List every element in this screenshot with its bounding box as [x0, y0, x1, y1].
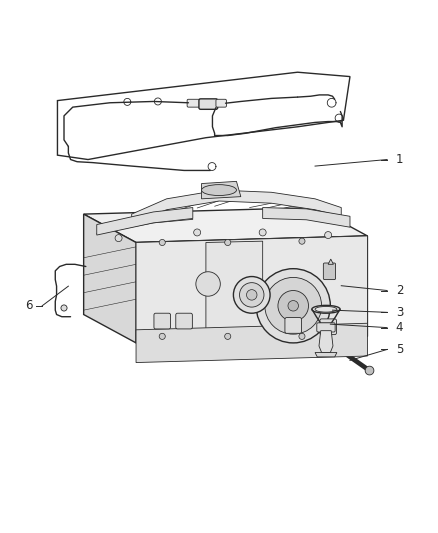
Circle shape [365, 366, 374, 375]
Circle shape [259, 229, 266, 236]
Text: 6: 6 [25, 300, 32, 312]
Circle shape [240, 282, 264, 307]
Polygon shape [206, 241, 263, 346]
Ellipse shape [312, 305, 340, 313]
Circle shape [256, 269, 330, 343]
FancyBboxPatch shape [216, 99, 226, 107]
Circle shape [247, 289, 257, 300]
Polygon shape [97, 207, 193, 235]
Polygon shape [132, 190, 341, 223]
Polygon shape [263, 207, 350, 227]
Circle shape [299, 333, 305, 340]
Circle shape [265, 277, 321, 334]
FancyBboxPatch shape [317, 323, 335, 332]
Text: 1: 1 [396, 153, 403, 166]
Text: 4: 4 [396, 321, 403, 334]
Text: 3: 3 [396, 306, 403, 319]
Circle shape [288, 301, 298, 311]
FancyBboxPatch shape [320, 319, 336, 335]
Circle shape [196, 272, 220, 296]
Circle shape [225, 239, 231, 246]
Polygon shape [319, 330, 333, 352]
Circle shape [299, 238, 305, 244]
Circle shape [233, 277, 270, 313]
Ellipse shape [201, 184, 237, 196]
Polygon shape [84, 207, 367, 243]
Polygon shape [136, 323, 367, 362]
FancyBboxPatch shape [187, 99, 201, 107]
Circle shape [61, 305, 67, 311]
Polygon shape [328, 259, 333, 264]
Circle shape [278, 290, 308, 321]
Circle shape [159, 239, 165, 246]
Polygon shape [84, 214, 136, 343]
Text: 2: 2 [396, 284, 403, 297]
Circle shape [194, 229, 201, 236]
FancyBboxPatch shape [154, 313, 170, 329]
Circle shape [115, 235, 122, 241]
Circle shape [159, 333, 165, 340]
Polygon shape [201, 181, 241, 199]
Text: 5: 5 [396, 343, 403, 356]
FancyBboxPatch shape [285, 318, 301, 333]
Polygon shape [315, 352, 337, 357]
Polygon shape [136, 236, 367, 343]
Circle shape [225, 333, 231, 340]
Circle shape [325, 231, 332, 239]
FancyBboxPatch shape [199, 99, 218, 109]
Polygon shape [136, 236, 367, 343]
FancyBboxPatch shape [176, 313, 192, 329]
FancyBboxPatch shape [323, 263, 336, 280]
